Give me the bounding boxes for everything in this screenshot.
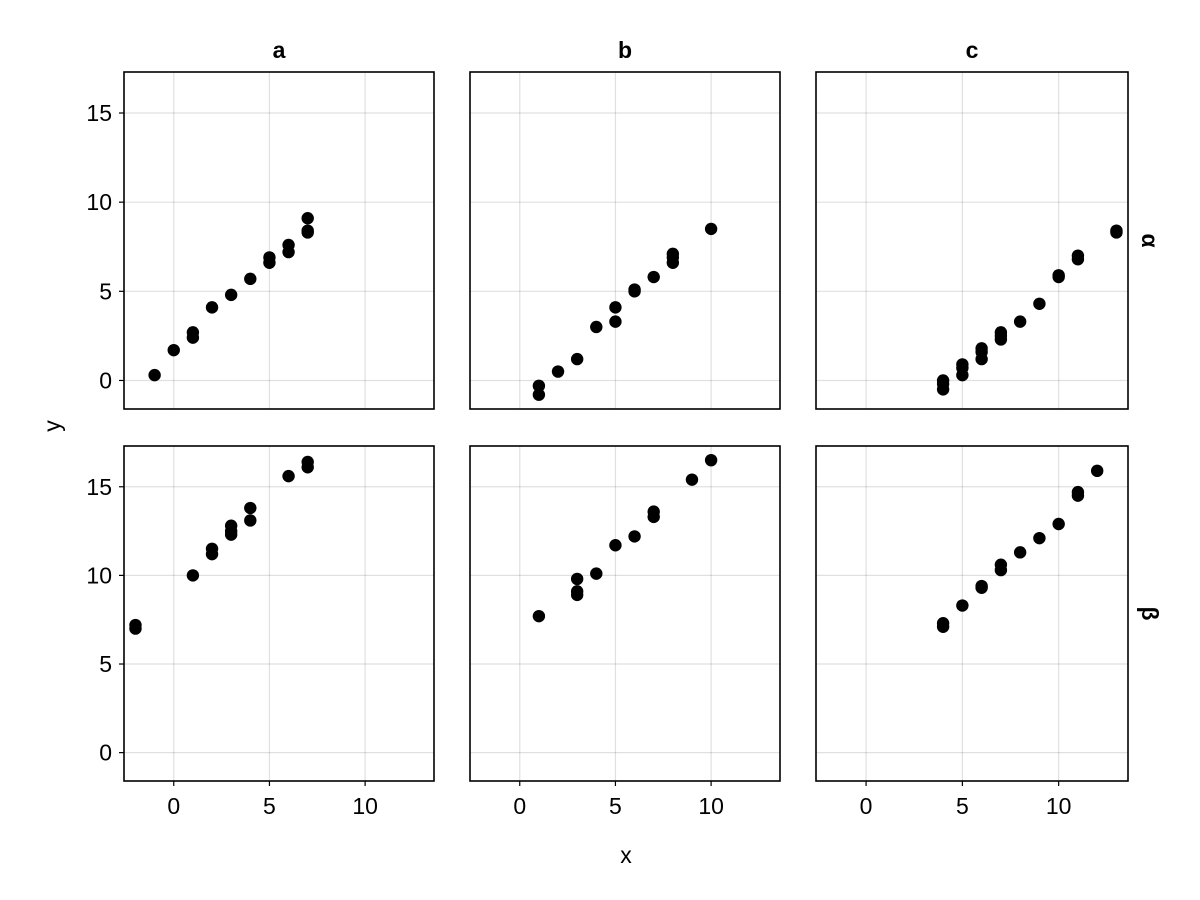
data-point <box>975 579 988 593</box>
panel-frame <box>815 71 1129 410</box>
row-title-β: β <box>1137 606 1163 620</box>
y-tick-label: 5 <box>99 278 112 304</box>
x-tick-label: 10 <box>698 793 724 819</box>
data-point <box>704 222 718 236</box>
data-point <box>1013 546 1027 559</box>
data-point <box>1013 315 1027 328</box>
column-title-c: c <box>966 37 979 63</box>
panel-frame <box>815 445 1129 782</box>
x-tick-label: 10 <box>1046 793 1072 819</box>
data-point <box>532 379 546 393</box>
data-point <box>1052 269 1065 282</box>
y-tick-label: 5 <box>99 651 112 677</box>
panel-α-b: b <box>469 37 781 410</box>
data-point <box>532 388 546 401</box>
data-point <box>628 283 641 296</box>
data-point <box>609 539 622 552</box>
data-point <box>301 212 314 225</box>
panel-frame <box>123 445 435 782</box>
x-tick-label: 10 <box>352 793 378 819</box>
panel-α-c: cα <box>815 37 1163 410</box>
row-title-α: α <box>1137 233 1163 247</box>
data-point <box>936 617 950 630</box>
x-tick-label: 0 <box>860 793 873 819</box>
x-tick-label: 5 <box>956 793 969 819</box>
x-tick-label: 5 <box>263 793 276 819</box>
y-tick-label: 10 <box>86 562 112 588</box>
data-point <box>685 473 699 486</box>
data-point <box>301 224 314 237</box>
data-point <box>551 365 565 378</box>
data-point <box>205 301 219 314</box>
panel-β-b: 0 5 10 <box>469 445 781 819</box>
data-point <box>704 453 718 467</box>
column-title-a: a <box>273 37 286 63</box>
panel-frame <box>469 445 781 782</box>
data-point <box>666 247 680 261</box>
x-tick-label: 0 <box>513 793 526 819</box>
data-point <box>224 519 238 532</box>
data-point <box>205 542 219 556</box>
data-point <box>1090 464 1104 478</box>
data-point <box>282 238 295 252</box>
panel-β-a: 0 5 10 15 0 5 10 <box>86 445 435 819</box>
data-point <box>590 567 603 580</box>
data-point <box>129 618 142 632</box>
data-point <box>647 505 660 518</box>
data-point <box>1071 249 1085 262</box>
y-axis-title: y <box>39 420 65 432</box>
data-point <box>244 514 257 527</box>
data-point <box>244 272 257 286</box>
data-point <box>570 572 584 586</box>
y-tick-label: 15 <box>86 474 112 500</box>
data-point <box>570 352 584 366</box>
data-point <box>975 342 988 355</box>
panel-β-c: 0 5 10 β <box>815 445 1163 819</box>
data-point <box>609 301 622 314</box>
data-point <box>244 501 257 515</box>
data-point <box>1110 224 1123 237</box>
data-point <box>1052 517 1065 531</box>
data-point <box>956 599 969 612</box>
data-point <box>956 358 969 371</box>
data-point <box>224 288 238 302</box>
panel-α-a: 0 5 10 15 a <box>86 37 435 410</box>
x-tick-label: 5 <box>609 793 622 819</box>
panel-frame <box>469 71 781 410</box>
data-point <box>167 343 180 357</box>
y-tick-label: 10 <box>86 189 112 215</box>
data-point <box>628 530 641 543</box>
data-point <box>301 455 314 469</box>
data-point <box>570 585 584 598</box>
data-point <box>186 569 200 582</box>
data-point <box>590 320 603 334</box>
y-tick-label: 15 <box>86 100 112 126</box>
data-point <box>263 251 276 264</box>
x-axis-title: x <box>620 842 632 868</box>
data-point <box>994 558 1008 571</box>
panel-frame <box>123 71 435 410</box>
data-point <box>1071 485 1085 499</box>
data-point <box>148 368 161 382</box>
x-tick-label: 0 <box>167 793 180 819</box>
y-tick-label: 0 <box>99 367 112 393</box>
data-point <box>936 374 950 387</box>
data-point <box>1033 531 1046 545</box>
column-title-b: b <box>618 37 632 63</box>
data-point <box>186 326 200 339</box>
y-tick-label: 0 <box>99 740 112 766</box>
data-point <box>609 315 622 328</box>
data-point <box>994 326 1008 339</box>
data-point <box>282 469 295 483</box>
data-point <box>1033 297 1046 310</box>
data-point <box>647 270 660 284</box>
data-point <box>532 609 546 623</box>
